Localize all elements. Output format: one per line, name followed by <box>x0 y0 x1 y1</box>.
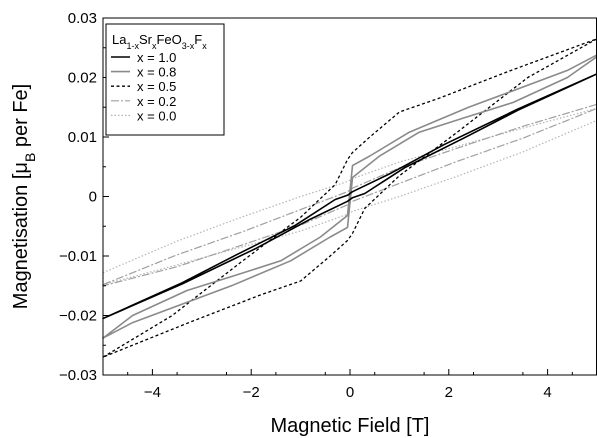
y-tick-label: 0.01 <box>68 129 97 146</box>
x-tick-label: 0 <box>346 384 354 401</box>
series-layer <box>102 38 597 358</box>
legend-title: La1-xSrxFeO3-xFx <box>112 32 207 51</box>
legend-box <box>105 23 225 136</box>
y-tick-label: −0.02 <box>59 308 97 325</box>
y-axis-title: Magnetisation [μB per Fe] <box>10 84 38 309</box>
x-tick-label: −4 <box>144 384 161 401</box>
y-axis-title-subscript: B <box>22 153 38 162</box>
legend-label-4: x = 0.0 <box>137 108 176 123</box>
y-tick-label: 0 <box>89 189 97 206</box>
legend-label-3: x = 0.2 <box>137 94 176 109</box>
y-tick-label: 0.03 <box>68 10 97 27</box>
legend-label-2: x = 0.5 <box>137 79 176 94</box>
y-tick-label: 0.02 <box>68 70 97 87</box>
y-tick-label: −0.03 <box>59 367 97 384</box>
legend-title-subscript: x <box>152 41 157 51</box>
y-tick-label: −0.01 <box>59 248 97 265</box>
y-axis-title-main: Magnetisation [μ <box>10 162 32 309</box>
x-tick-label: −2 <box>243 384 260 401</box>
legend-title-part: La <box>112 32 127 47</box>
legend-title-part: FeO <box>156 32 181 47</box>
series-line-0 <box>102 73 597 320</box>
legend-title-subscript: x <box>202 41 207 51</box>
series-line-1 <box>102 54 597 339</box>
legend-label-1: x = 0.8 <box>137 65 176 80</box>
legend-title-subscript: 3-x <box>182 41 195 51</box>
series-line-3 <box>102 103 597 287</box>
legend-title-part: F <box>194 32 202 47</box>
x-tick-label: 4 <box>543 384 551 401</box>
legend-title-subscript: 1-x <box>126 41 139 51</box>
legend: La1-xSrxFeO3-xFx x = 1.0x = 0.8x = 0.5x … <box>105 23 225 136</box>
legend-label-0: x = 1.0 <box>137 50 176 65</box>
x-tick-label: 2 <box>445 384 453 401</box>
tick-layer: −4 −2 0 2 4 −0.03 −0.02 −0.01 0 0.01 0.02 0.03 <box>59 10 573 401</box>
series-line-4 <box>102 107 597 286</box>
y-axis-title-unit: per Fe] <box>10 84 32 153</box>
x-axis-title: Magnetic Field [T] <box>271 415 430 437</box>
legend-title-part: Sr <box>139 32 153 47</box>
